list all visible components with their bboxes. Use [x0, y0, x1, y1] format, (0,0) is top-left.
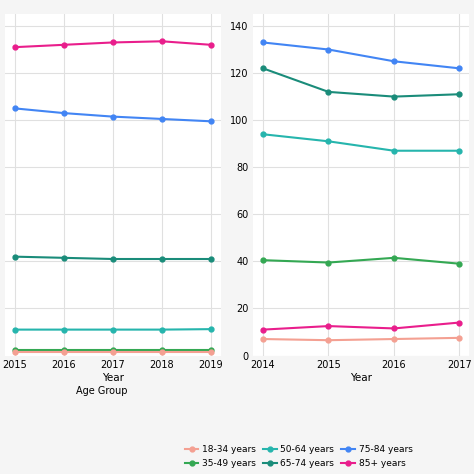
Legend: 18-34 years, 35-49 years, 50-64 years, 65-74 years, 75-84 years, 85+ years: 18-34 years, 35-49 years, 50-64 years, 6… — [183, 443, 414, 469]
Text: Age Group: Age Group — [76, 386, 128, 396]
X-axis label: Year: Year — [102, 373, 124, 383]
X-axis label: Year: Year — [350, 373, 372, 383]
